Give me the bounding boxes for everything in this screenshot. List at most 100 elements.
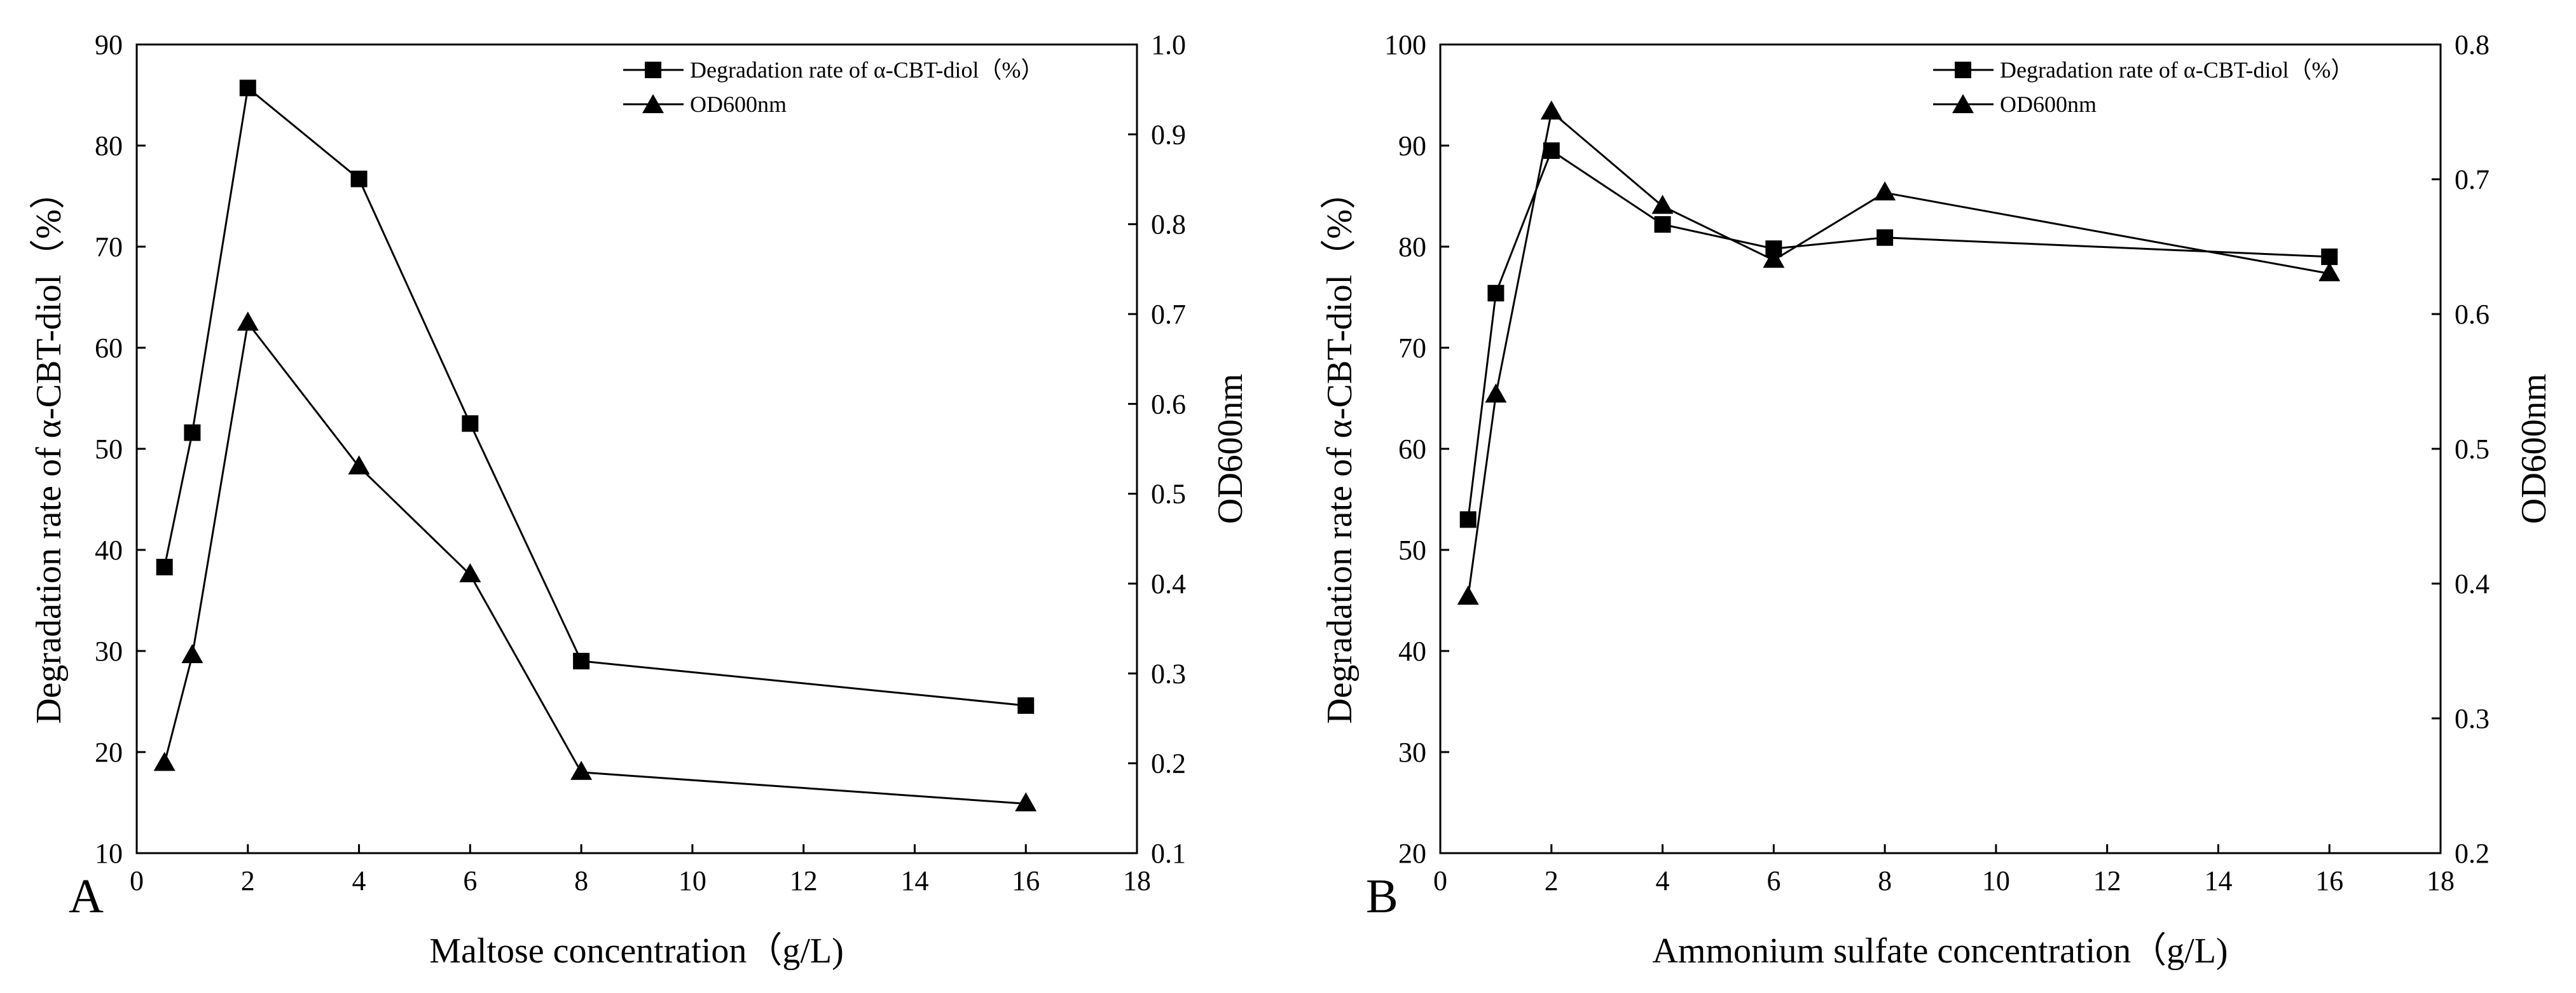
data-point-od600 [1485, 383, 1507, 403]
x-tick-label: 12 [790, 865, 818, 896]
legend: Degradation rate of α-CBT-diol（%） OD600n… [623, 57, 1043, 117]
data-point-degradation [184, 424, 201, 441]
x-tick-label: 4 [1656, 865, 1670, 896]
plot-frame [135, 43, 1138, 854]
y-axis-title: Degradation rate of α-CBT-diol（%） [29, 174, 69, 724]
data-point-od600 [153, 751, 176, 771]
x-tick-label: 2 [1545, 865, 1559, 896]
data-point-od600 [181, 644, 203, 664]
x-tick-label: 2 [241, 865, 255, 896]
y-tick-label: 70 [1398, 332, 1426, 364]
data-point-od600 [1015, 792, 1037, 812]
x-tick-label: 10 [678, 865, 706, 896]
x-tick-label: 14 [900, 865, 928, 896]
legend-marker-triangle [1952, 94, 1974, 113]
data-point-od600 [1763, 249, 1785, 268]
plot-frame [1439, 43, 2442, 854]
x-tick-label: 0 [1433, 865, 1447, 896]
y-tick-label: 80 [1398, 231, 1426, 263]
y2-tick-label: 0.8 [2455, 29, 2490, 60]
x-tick-label: 12 [2093, 865, 2121, 896]
legend-label-degradation: Degradation rate of α-CBT-diol（%） [690, 57, 1043, 83]
x-tick-label: 10 [1982, 865, 2010, 896]
y-tick-label: 50 [95, 434, 123, 465]
x-axis-title: Maltose concentration（g/L) [429, 931, 844, 971]
y2-tick-label: 0.7 [1151, 299, 1186, 330]
y2-tick-label: 0.4 [1151, 568, 1186, 599]
chart-panel-a: 0 2 4 6 8 10 12 14 16 18 10 20 30 40 50 60 70 80 90 0.1 0.2 0… [29, 29, 1250, 971]
x-tick-label: 8 [574, 865, 588, 896]
legend-label-od: OD600nm [2000, 92, 2097, 117]
y-tick-label: 30 [95, 636, 123, 667]
data-point-od600 [237, 312, 259, 331]
legend-label-degradation: Degradation rate of α-CBT-diol（%） [2000, 57, 2353, 83]
x-tick-label: 14 [2204, 865, 2232, 896]
legend-marker-square [645, 62, 661, 78]
y2-tick-label: 0.6 [2455, 299, 2490, 330]
y-tick-label: 20 [95, 737, 123, 768]
y-tick-label: 70 [95, 231, 123, 263]
data-point-od600 [1874, 181, 1896, 201]
x-tick-label: 4 [352, 865, 366, 896]
data-point-degradation [239, 79, 256, 97]
legend-marker-triangle [642, 94, 664, 113]
x-axis-title: Ammonium sulfate concentration（g/L) [1652, 931, 2228, 971]
data-point-degradation [573, 652, 590, 669]
legend-label-od: OD600nm [690, 92, 787, 117]
series-line-od600 [1467, 110, 2330, 598]
data-point-degradation [1543, 142, 1560, 159]
data-point-degradation [1459, 511, 1477, 528]
y-axis-title: Degradation rate of α-CBT-diol（%） [1320, 174, 1360, 724]
data-point-degradation [462, 415, 479, 432]
y2-tick-label: 0.5 [1151, 479, 1186, 510]
x-tick-label: 6 [463, 865, 477, 896]
y2-tick-label: 0.7 [2455, 164, 2490, 195]
legend: Degradation rate of α-CBT-diol（%） OD600n… [1933, 57, 2353, 117]
series-line-od600 [163, 320, 1026, 805]
x-tick-label: 6 [1767, 865, 1780, 896]
y-tick-label: 60 [1398, 434, 1426, 465]
y2-tick-label: 0.3 [1151, 658, 1186, 689]
data-point-od600 [2318, 262, 2341, 282]
y2-tick-label: 0.9 [1151, 119, 1186, 150]
data-point-od600 [459, 563, 481, 582]
data-point-od600 [1651, 195, 1674, 214]
data-point-od600 [1457, 586, 1479, 605]
y2-tick-label: 0.8 [1151, 209, 1186, 240]
data-point-od600 [570, 760, 593, 780]
x-tick-label: 16 [2315, 865, 2343, 896]
y-tick-label: 10 [95, 838, 123, 869]
data-point-degradation [350, 170, 368, 188]
y2-tick-label: 0.4 [2455, 568, 2490, 599]
data-point-degradation [1487, 285, 1505, 302]
x-tick-label: 0 [130, 865, 144, 896]
data-point-degradation [1877, 229, 1894, 246]
y-tick-label: 40 [1398, 636, 1426, 667]
y2-tick-label: 0.2 [1151, 748, 1186, 779]
y-tick-label: 50 [1398, 535, 1426, 566]
y2-tick-label: 0.1 [1151, 838, 1186, 869]
y-tick-label: 30 [1398, 737, 1426, 768]
y2-axis-title: OD600nm [2514, 374, 2554, 524]
y-tick-label: 100 [1384, 29, 1426, 60]
chart-panel-b: 0 2 4 6 8 10 12 14 16 18 20 30 40 50 60 70 80 90 100 0.2 0.3… [1320, 29, 2554, 971]
y-tick-label: 20 [1398, 838, 1426, 869]
data-point-od600 [348, 455, 370, 475]
legend-marker-square [1955, 62, 1971, 78]
y2-axis-title: OD600nm [1211, 374, 1250, 524]
series-line-degradation [1467, 149, 2330, 520]
y2-tick-label: 1.0 [1151, 29, 1186, 60]
y-tick-label: 80 [95, 130, 123, 161]
panel-label: A [69, 870, 104, 923]
data-point-degradation [1017, 697, 1035, 714]
x-tick-label: 8 [1878, 865, 1892, 896]
data-point-degradation [156, 559, 173, 576]
x-tick-label: 16 [1012, 865, 1040, 896]
y-tick-label: 90 [1398, 130, 1426, 161]
y-tick-label: 60 [95, 332, 123, 364]
y2-tick-label: 0.6 [1151, 388, 1186, 420]
y2-tick-label: 0.2 [2455, 838, 2490, 869]
y2-tick-label: 0.5 [2455, 434, 2490, 465]
